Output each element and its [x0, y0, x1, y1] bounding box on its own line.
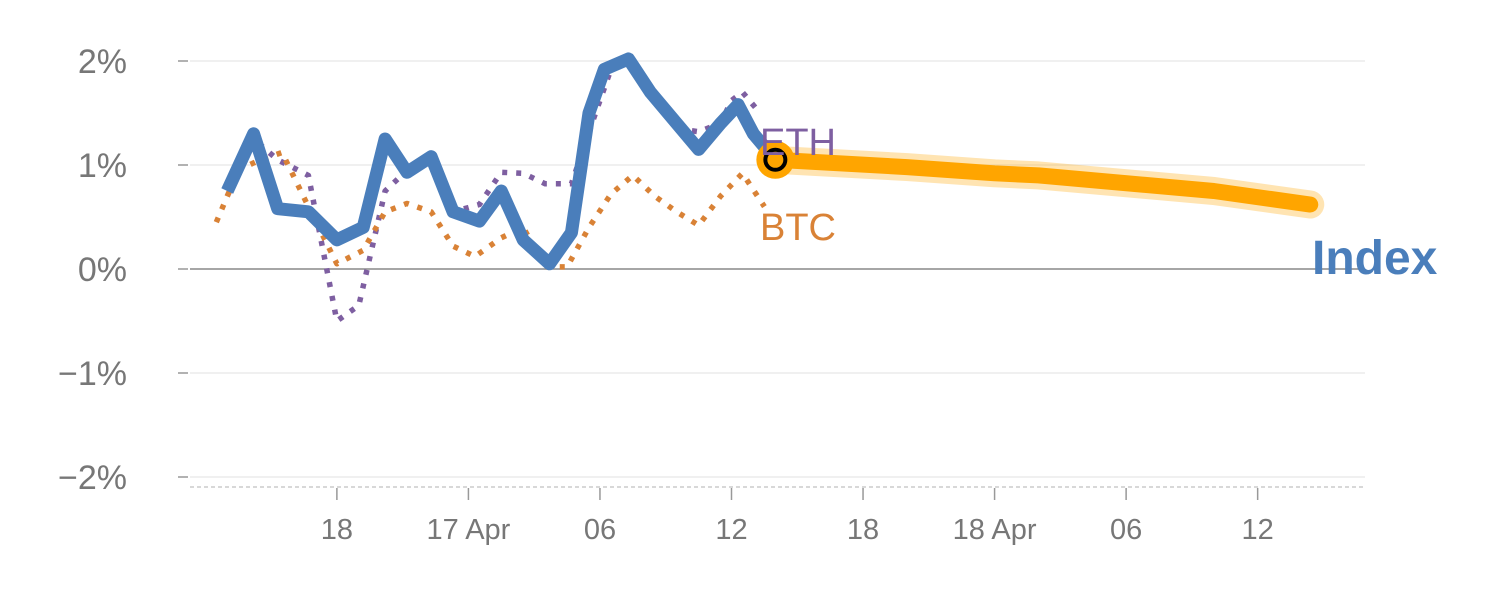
x-tick-label: 12 — [715, 514, 747, 546]
forecast-start-marker-halo — [756, 140, 795, 179]
label-index: Index — [1312, 232, 1438, 285]
y-tick-label: −2% — [58, 459, 127, 497]
grid-layer — [190, 60, 1365, 478]
x-tick-label: 06 — [584, 514, 616, 546]
x-tick-label: 06 — [1110, 514, 1142, 546]
label-btc: BTC — [760, 207, 836, 249]
x-tick-label: 17 Apr — [427, 514, 511, 546]
axis-layer: 2% 1% 0% −1% −2% 18 17 Apr 06 12 18 18 Apr 06 12 — [58, 43, 1365, 546]
series-layer — [213, 52, 1325, 324]
y-tick-label: 1% — [78, 147, 127, 185]
x-tick-label: 12 — [1242, 514, 1274, 546]
y-tick-label: 0% — [78, 251, 127, 289]
label-layer: ETH BTC Index — [760, 122, 1438, 285]
forecast-line — [767, 151, 1319, 213]
series-line-index — [221, 52, 781, 271]
y-tick-label: −1% — [58, 355, 127, 393]
x-tick-label: 18 — [321, 514, 353, 546]
label-eth: ETH — [760, 122, 836, 164]
forecast-start-marker — [763, 147, 788, 172]
x-tick-label: 18 — [847, 514, 879, 546]
y-tick-label: 2% — [78, 43, 127, 81]
x-tick-label: 18 Apr — [953, 514, 1037, 546]
